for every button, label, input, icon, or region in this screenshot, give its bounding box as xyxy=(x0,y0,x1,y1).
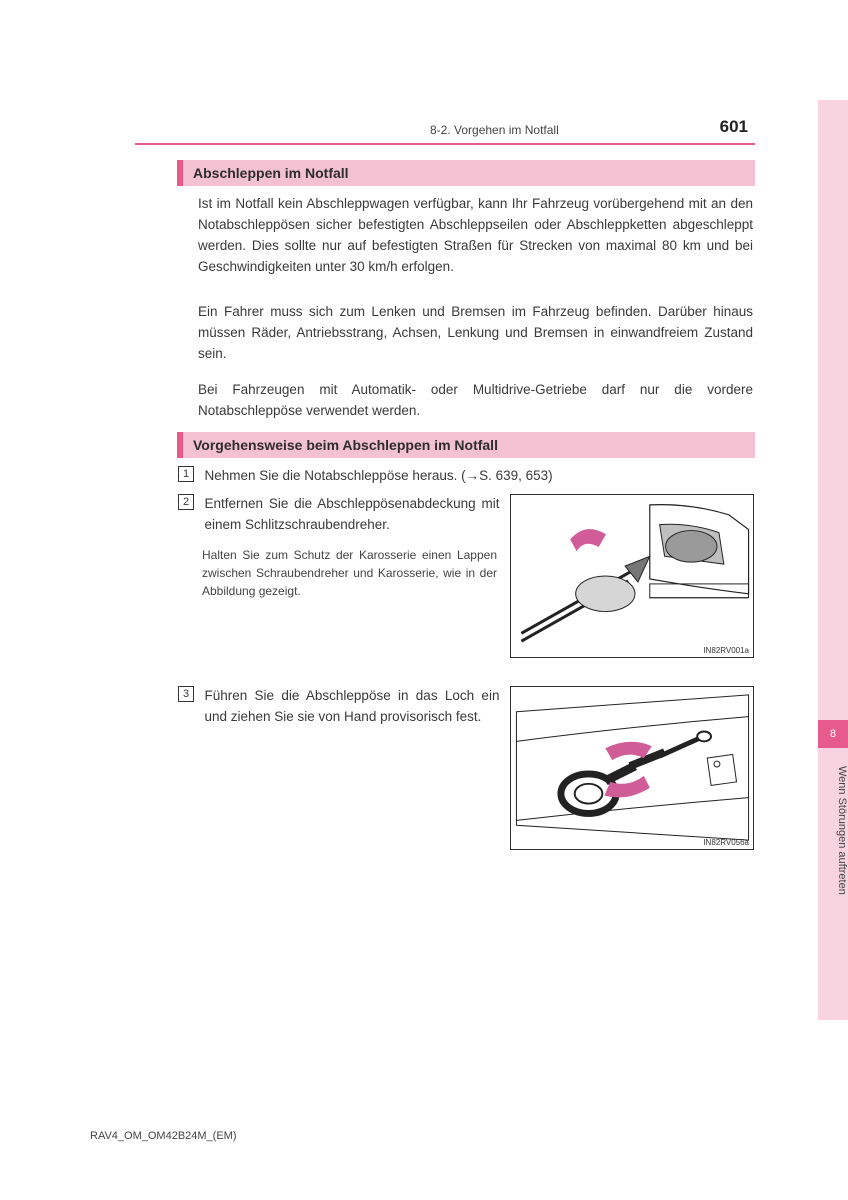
step-3-number: 3 xyxy=(178,686,194,702)
figure-2-svg xyxy=(511,687,753,849)
paragraph-1: Ist im Notfall kein Abschleppwagen verfü… xyxy=(198,194,753,278)
header-divider xyxy=(135,143,755,145)
figure-1-caption: IN82RV001a xyxy=(703,646,749,655)
step-1: 1 Nehmen Sie die Notabschleppöse heraus.… xyxy=(178,466,753,486)
figure-2-caption: IN82RV056a xyxy=(703,838,749,847)
step-1-number: 1 xyxy=(178,466,194,482)
page-number: 601 xyxy=(720,117,748,137)
section-heading-2: Vorgehensweise beim Abschleppen im Notfa… xyxy=(177,432,755,458)
header-section-label: 8-2. Vorgehen im Notfall xyxy=(430,123,559,137)
section-heading-2-text: Vorgehensweise beim Abschleppen im Notfa… xyxy=(193,437,498,453)
figure-1: IN82RV001a xyxy=(510,494,754,658)
section-heading-1: Abschleppen im Notfall xyxy=(177,160,755,186)
step-2-text: Entfernen Sie die Abschleppösenabdeckung… xyxy=(204,494,499,536)
side-tab-chapter-number: 8 xyxy=(818,720,848,748)
figure-2: IN82RV056a xyxy=(510,686,754,850)
paragraph-3: Bei Fahrzeugen mit Automatik- oder Multi… xyxy=(198,380,753,422)
step-3-text: Führen Sie die Abschleppöse in das Loch … xyxy=(204,686,499,728)
step-1-text: Nehmen Sie die Notabschleppöse heraus. (… xyxy=(204,466,744,486)
paragraph-2: Ein Fahrer muss sich zum Lenken und Brem… xyxy=(198,302,753,365)
step-2-subtext: Halten Sie zum Schutz der Karosserie ein… xyxy=(202,546,497,600)
side-tab-chapter-title: Wenn Störungen auftreten xyxy=(818,760,848,895)
figure-1-svg xyxy=(511,495,753,657)
step-2-number: 2 xyxy=(178,494,194,510)
manual-page: 8 Wenn Störungen auftreten 8-2. Vorgehen… xyxy=(0,0,848,1200)
section-heading-1-text: Abschleppen im Notfall xyxy=(193,165,349,181)
footer-doc-id: RAV4_OM_OM42B24M_(EM) xyxy=(90,1130,237,1142)
